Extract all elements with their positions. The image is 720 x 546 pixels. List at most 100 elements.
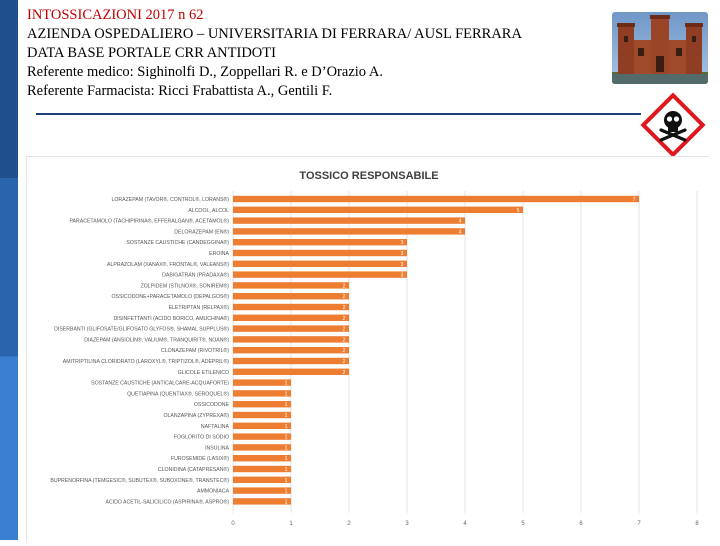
data-label: 4	[459, 219, 462, 225]
x-tick-label: 3	[405, 521, 409, 527]
category-label: FUROSEMIDE (LASIX®)	[171, 455, 229, 462]
bar	[233, 357, 349, 365]
category-label: ELETRIPTAN (RELPAX®)	[169, 304, 230, 311]
category-label: GLICOLE ETILENICO	[178, 370, 229, 376]
bar	[233, 206, 523, 213]
category-label: QUETIAPINA (QUENTIAX®, SEROQUEL®)	[127, 390, 229, 397]
bar	[233, 498, 291, 505]
data-label: 1	[285, 402, 288, 408]
data-label: 1	[285, 456, 288, 462]
data-label: 2	[343, 294, 346, 300]
data-label: 2	[343, 283, 346, 289]
data-label: 1	[285, 381, 288, 387]
bar	[233, 293, 349, 300]
bar	[233, 379, 291, 386]
x-tick-label: 0	[231, 521, 235, 527]
data-label: 1	[285, 391, 288, 397]
bar	[233, 422, 291, 429]
category-label: OSSICODONE+PARACETAMOLO (DEPALGOS®)	[111, 293, 229, 300]
header-line-title: INTOSSICAZIONI 2017 n 62	[27, 7, 204, 23]
data-label: 1	[285, 467, 288, 473]
category-label: DABIGATRAN (PRADAXA®)	[162, 272, 229, 279]
data-label: 2	[343, 370, 346, 376]
bar	[233, 282, 349, 289]
data-label: 1	[285, 413, 288, 419]
header-line-pharmacist-referent: Referente Farmacista: Ricci Frabattista …	[27, 83, 333, 99]
header-line-medical-referent: Referente medico: Sighinolfi D., Zoppell…	[27, 64, 383, 80]
data-label: 2	[343, 359, 346, 365]
category-label: DELORAZEPAM (EN®)	[174, 228, 229, 235]
data-label: 2	[343, 348, 346, 354]
data-label: 1	[285, 499, 288, 505]
bar	[233, 303, 349, 311]
header-divider	[36, 113, 641, 115]
bar	[233, 465, 291, 473]
data-label: 3	[401, 262, 404, 268]
category-label: OLANZAPINA (ZYPREXA®)	[163, 412, 229, 419]
category-label: AMITRIPTILINA CLORIDRATO (LAROXYL®, TRIP…	[63, 358, 230, 365]
category-label: AMMONIACA	[197, 489, 230, 495]
chart-frame: TOSSICO RESPONSABILE LORAZEPAM (TAVOR®, …	[26, 156, 709, 541]
category-label: INSULINA	[205, 445, 229, 451]
category-label: LORAZEPAM (TAVOR®, CONTROL®, LORANS®)	[111, 196, 229, 203]
toxic-skull-hazard-icon	[640, 92, 706, 158]
data-label: 2	[343, 316, 346, 322]
category-label: DISINFETTANTI (ACIDO BORICO, AMUCHINA®)	[113, 315, 229, 322]
bar	[233, 217, 465, 224]
category-label: BUPRENORFINA (TEMGESIC®, SUBUTEX®, SUBOX…	[50, 477, 229, 484]
bar	[233, 444, 291, 451]
data-label: 1	[285, 489, 288, 495]
bar	[233, 390, 291, 397]
bar	[233, 455, 291, 462]
horizontal-bar-chart: TOSSICO RESPONSABILE LORAZEPAM (TAVOR®, …	[50, 170, 699, 527]
data-label: 3	[401, 273, 404, 279]
bar	[233, 249, 407, 257]
header-line-institution: AZIENDA OSPEDALIERO – UNIVERSITARIA DI F…	[27, 26, 522, 42]
x-tick-label: 6	[579, 521, 583, 527]
category-label: CLONIDINA (CATAPRESAN®)	[158, 466, 229, 473]
category-label: DIAZEPAM (ANSIOLIN®, VALIUM®, TRANQUIRIT…	[84, 336, 229, 343]
castle-photo	[612, 12, 708, 84]
data-label: 7	[633, 197, 636, 203]
bar	[233, 325, 349, 332]
data-label: 4	[459, 229, 462, 235]
chart-title: TOSSICO RESPONSABILE	[299, 170, 438, 182]
data-label: 2	[343, 327, 346, 333]
bar	[233, 314, 349, 321]
data-label: 1	[285, 424, 288, 430]
category-label: ZOLPIDEM (STILNOX®, SONIREM®)	[141, 282, 230, 289]
bar	[233, 401, 291, 408]
bar	[233, 260, 407, 267]
category-label: SOSTANZE CAUSTICHE (CANDEGGINA®)	[126, 239, 229, 246]
category-label: CLONAZEPAM (RIVOTRIL®)	[161, 347, 229, 354]
bar	[233, 487, 291, 494]
category-label: OSSICODONE	[194, 402, 230, 408]
x-tick-label: 7	[637, 521, 641, 527]
bar	[233, 368, 349, 375]
bar	[233, 433, 291, 440]
data-label: 1	[285, 445, 288, 451]
data-label: 3	[401, 240, 404, 246]
category-label: PARACETAMOLO (TACHIPIRINA®, EFFERALGAN®,…	[69, 218, 229, 225]
data-label: 2	[343, 337, 346, 343]
category-label: SOSTANZE CAUSTICHE (ANTICALCARE-ACQUAFOR…	[91, 381, 229, 387]
category-label: DISERBANTI (GLIFOSATE/GLIFOSATO GLYFOS®,…	[54, 326, 229, 333]
data-label: 2	[343, 305, 346, 311]
data-label: 1	[285, 435, 288, 441]
category-label: ALCOOL, ALCOL	[188, 208, 229, 214]
data-label: 3	[401, 251, 404, 257]
category-label: FOGLORITO DI SODIO	[174, 435, 229, 441]
bar	[233, 271, 407, 278]
category-label: ACIDO ACETIL-SALICILICO (ASPIRINA®, ASPR…	[105, 498, 229, 505]
category-label: EROINA	[209, 251, 229, 257]
x-tick-label: 5	[521, 521, 525, 527]
bar	[233, 336, 349, 343]
left-accent-bar	[0, 0, 18, 540]
x-tick-label: 8	[695, 521, 699, 527]
bar	[233, 195, 639, 203]
data-label: 1	[285, 478, 288, 484]
category-label: NAFTALINA	[201, 424, 230, 430]
bar	[233, 411, 291, 419]
x-tick-label: 2	[347, 521, 351, 527]
x-tick-label: 1	[289, 521, 293, 527]
